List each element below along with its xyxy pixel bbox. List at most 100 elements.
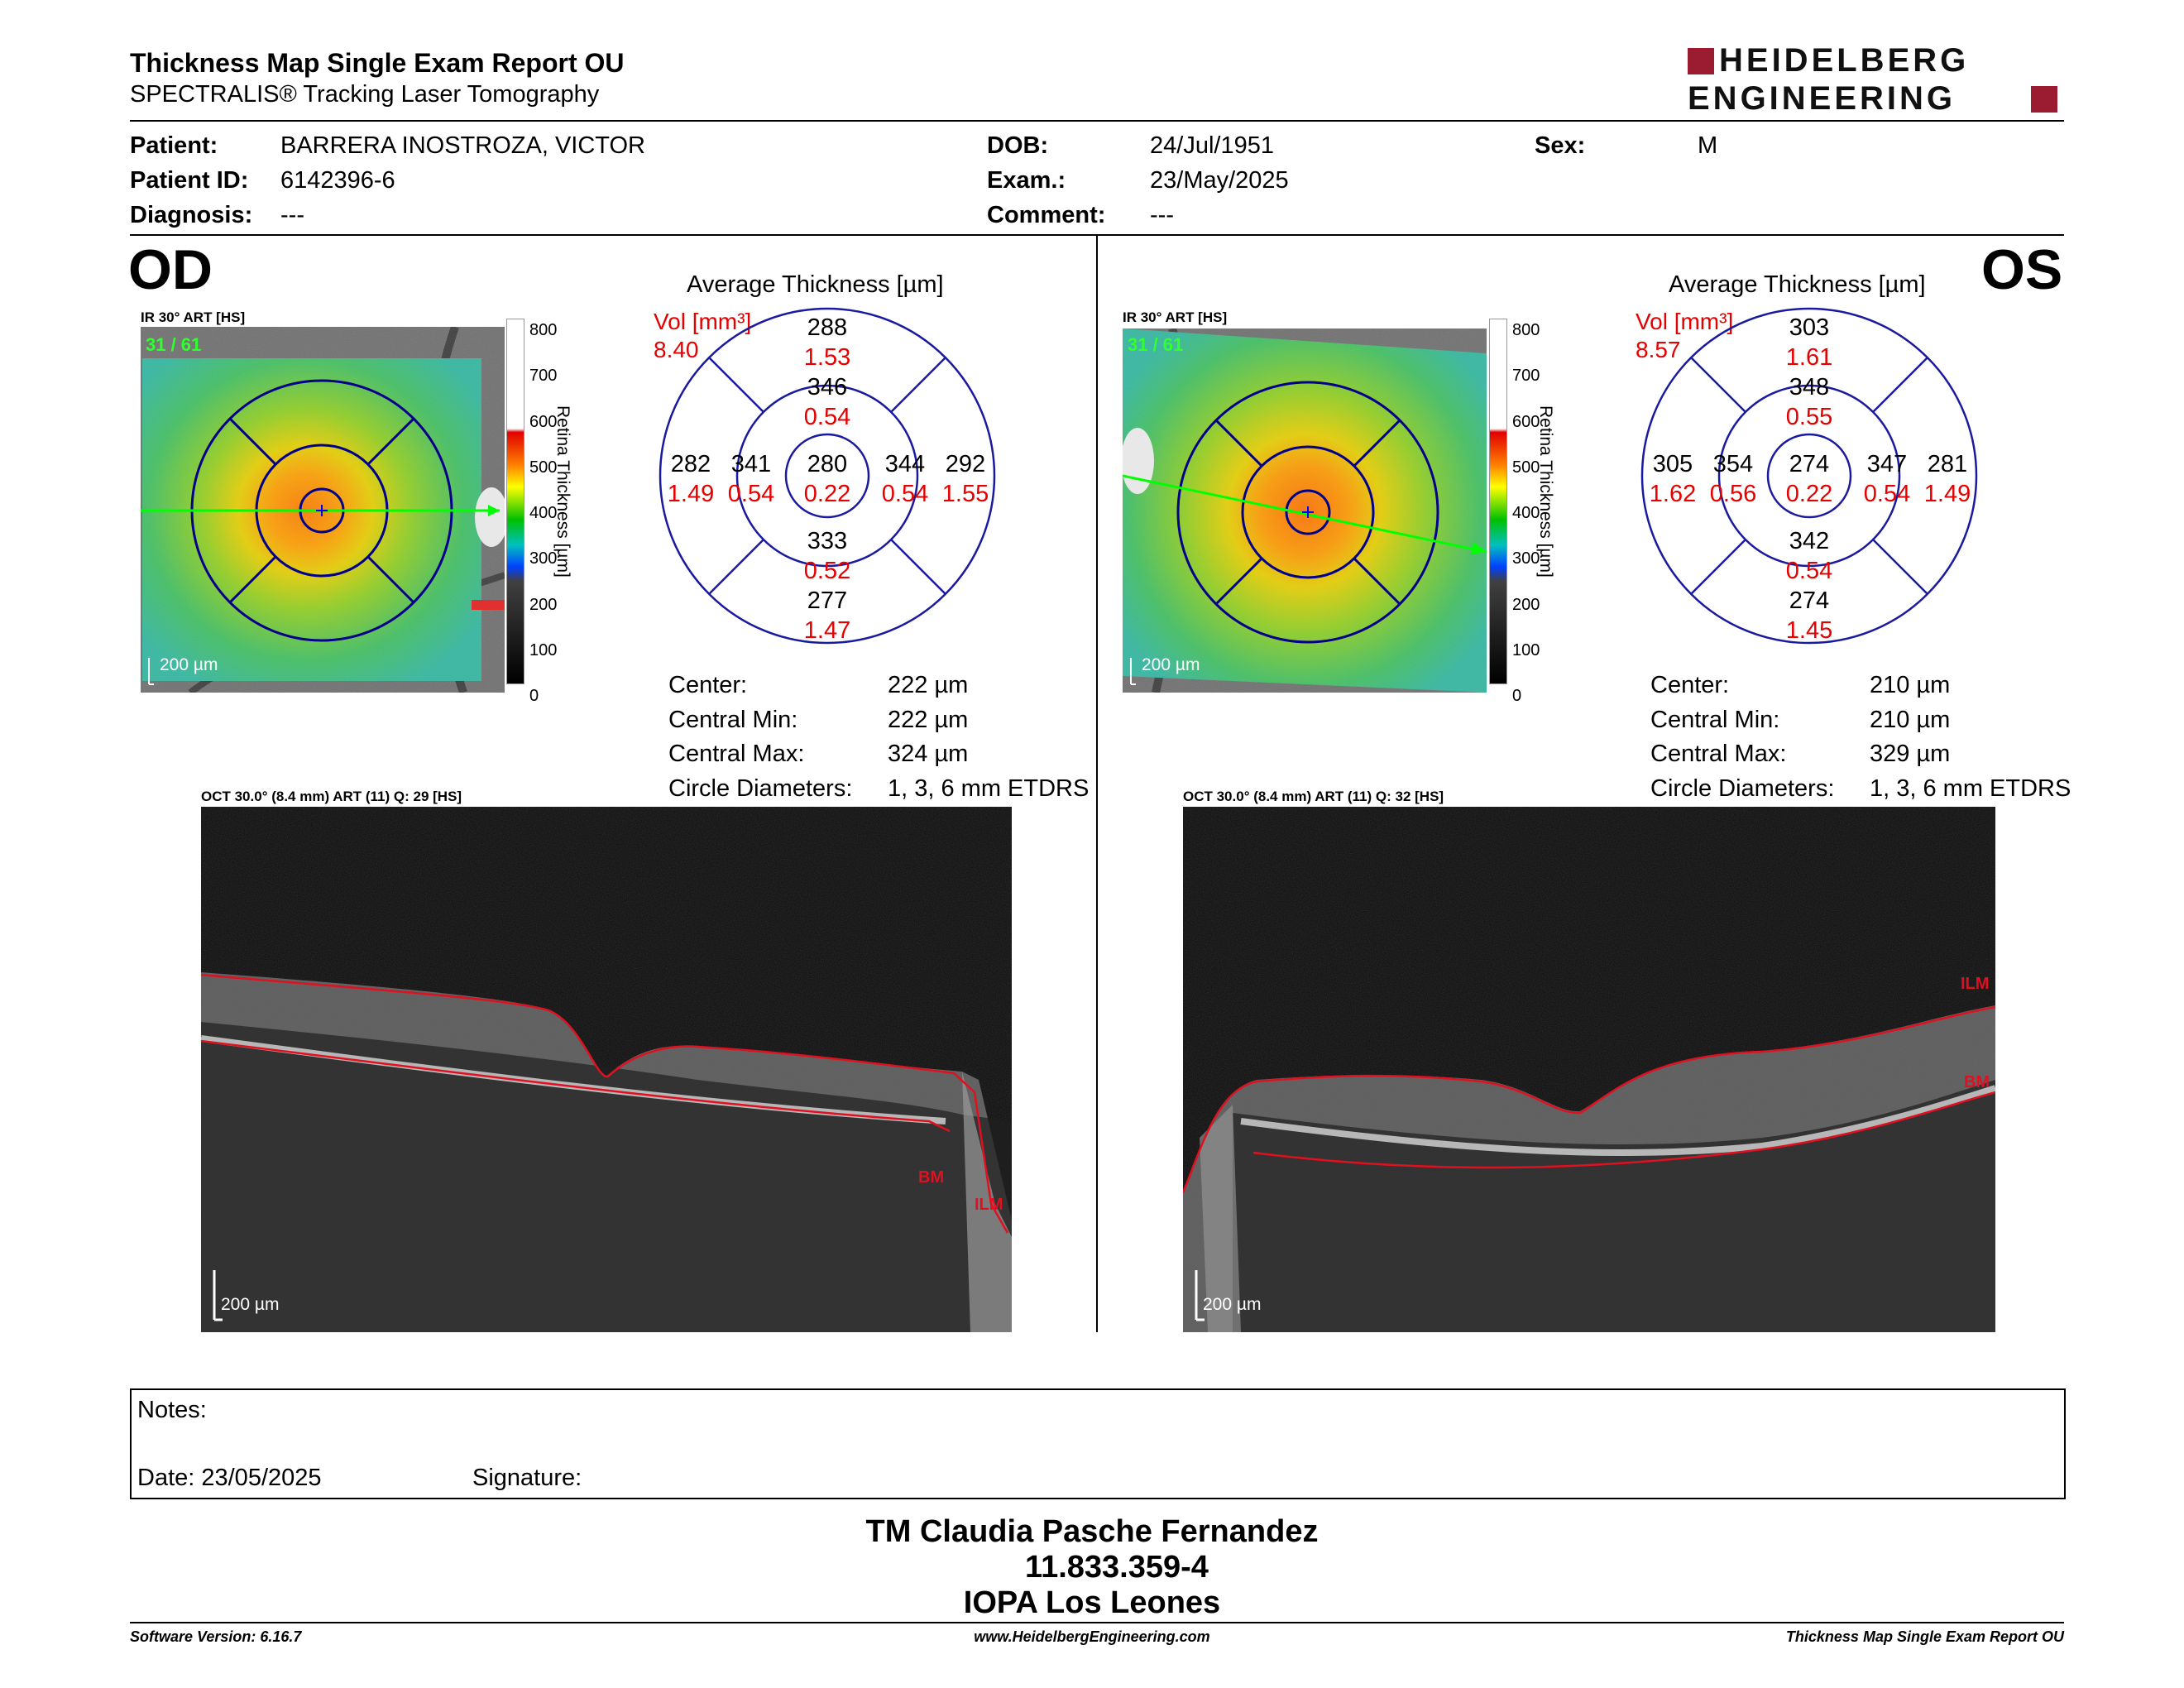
os-center-value: 210 µm xyxy=(1870,672,1951,698)
od-frame-label: 31 / 61 xyxy=(146,334,202,355)
os-outer-right-volume: 1.49 xyxy=(1923,481,1971,507)
os-colorbar-tick: 700 xyxy=(1512,367,1540,386)
os-colorbar-tick: 0 xyxy=(1512,687,1522,706)
od-colorbar-tick: 500 xyxy=(529,458,558,477)
od-colorbar-tick: 700 xyxy=(529,367,558,386)
od-inner-left-thickness: 341 xyxy=(730,451,772,477)
od-colorbar-tick: 100 xyxy=(529,641,558,660)
os-stats: Center: 210 µm Central Min: 210 µm Central… xyxy=(1650,669,2071,806)
os-map-scale: 200 µm xyxy=(1142,655,1200,674)
os-inner-left-thickness: 354 xyxy=(1712,451,1754,477)
footer-url[interactable]: www.HeidelbergEngineering.com xyxy=(974,1628,1210,1645)
od-diam-label: Circle Diameters: xyxy=(668,774,853,802)
os-colorbar-tick: 100 xyxy=(1512,641,1540,660)
os-inner-right-volume: 0.54 xyxy=(1863,481,1911,507)
os-inner-sup-thickness: 348 xyxy=(1789,374,1830,400)
od-oct-scale: 200 µm xyxy=(221,1295,280,1314)
report-subtitle: SPECTRALIS® Tracking Laser Tomography xyxy=(130,81,600,108)
os-vol-label: Vol [mm³] xyxy=(1636,309,1734,334)
os-center-volume: 0.22 xyxy=(1785,481,1833,507)
os-colorbar xyxy=(1489,319,1507,684)
od-vol-value: 8.40 xyxy=(654,337,699,362)
od-oct-bscan xyxy=(200,807,1012,1332)
od-min-label: Central Min: xyxy=(668,706,798,733)
od-bm-label: BM xyxy=(918,1168,945,1187)
od-outer-right-volume: 1.55 xyxy=(941,481,989,507)
od-colorbar-tick: 400 xyxy=(529,504,558,523)
od-colorbar-tick: 200 xyxy=(529,595,558,614)
os-etdrs-chart xyxy=(1640,306,1979,645)
os-diam-value: 1, 3, 6 mm ETDRS xyxy=(1870,774,2071,802)
patient-label: Patient: xyxy=(130,132,218,159)
os-vol-value: 8.57 xyxy=(1636,337,1681,362)
os-center-label: Center: xyxy=(1650,672,1730,698)
os-outer-sup-thickness: 303 xyxy=(1789,314,1830,341)
od-outer-inf-volume: 1.47 xyxy=(803,617,851,644)
os-eye-label: OS xyxy=(1981,238,2063,301)
dob-value: 24/Jul/1951 xyxy=(1150,132,1274,159)
od-outer-left: 282 1.49 xyxy=(658,449,724,509)
exam-label: Exam.: xyxy=(987,167,1066,194)
od-inner-right-thickness: 344 xyxy=(884,451,926,477)
od-colorbar-tick: 600 xyxy=(529,412,558,431)
os-colorbar-ticks: 800 700 600 500 400 300 200 100 0 xyxy=(1512,308,1540,720)
notes-box[interactable]: Notes: Date: 23/05/2025 Signature: xyxy=(130,1388,2066,1499)
os-colorbar-tick: 800 xyxy=(1512,321,1540,339)
sex-info: Sex: M xyxy=(1535,128,1717,163)
os-etdrs-grid-overlay xyxy=(1176,381,1439,644)
exam-value: 23/May/2025 xyxy=(1150,167,1289,194)
od-colorbar-tick: 0 xyxy=(529,687,539,706)
logo-text-line2: ENGINEERING xyxy=(1688,80,1956,117)
os-center: 274 0.22 xyxy=(1776,449,1842,509)
os-inner-inf: 342 0.54 xyxy=(1776,526,1842,586)
sex-value: M xyxy=(1698,132,1718,159)
os-outer-left-thickness: 305 xyxy=(1652,451,1693,477)
od-outer-sup: 288 1.53 xyxy=(794,313,860,372)
od-inner-inf: 333 0.52 xyxy=(794,526,860,586)
od-center-volume: 0.22 xyxy=(803,481,851,507)
os-vol-block: Vol [mm³] 8.57 xyxy=(1636,308,1733,364)
os-diam-label: Circle Diameters: xyxy=(1650,774,1835,802)
os-outer-inf-thickness: 274 xyxy=(1789,587,1830,614)
od-diam-value: 1, 3, 6 mm ETDRS xyxy=(888,774,1090,802)
od-outer-inf-thickness: 277 xyxy=(807,587,848,614)
os-inner-left-volume: 0.56 xyxy=(1709,481,1757,507)
os-outer-left: 305 1.62 xyxy=(1640,449,1706,509)
os-frame-label: 31 / 61 xyxy=(1128,334,1184,355)
od-eye-label: OD xyxy=(128,238,213,301)
od-center: 280 0.22 xyxy=(794,449,860,509)
os-outer-left-volume: 1.62 xyxy=(1649,481,1697,507)
od-inner-right: 344 0.54 xyxy=(872,449,938,509)
sex-label: Sex: xyxy=(1535,132,1586,159)
header-divider xyxy=(130,120,2064,122)
patient-id: 6142396-6 xyxy=(280,167,395,194)
od-inner-sup: 346 0.54 xyxy=(794,372,860,432)
os-colorbar-tick: 600 xyxy=(1512,412,1540,431)
signer-name: TM Claudia Pasche Fernandez xyxy=(865,1514,1319,1549)
footer-version: Software Version: 6.16.7 xyxy=(130,1628,302,1645)
report-title: Thickness Map Single Exam Report OU xyxy=(130,48,625,78)
os-inner-inf-volume: 0.54 xyxy=(1785,558,1833,584)
notes-date: Date: 23/05/2025 xyxy=(137,1465,322,1491)
od-oct-label: OCT 30.0° (8.4 mm) ART (11) Q: 29 [HS] xyxy=(201,789,462,804)
os-colorbar-tick: 300 xyxy=(1512,549,1540,568)
od-map-scale: 200 µm xyxy=(160,655,218,674)
info-divider xyxy=(130,234,2064,236)
od-ir-label: IR 30° ART [HS] xyxy=(141,309,246,325)
od-etdrs-chart xyxy=(658,306,997,645)
os-thickness-map xyxy=(1121,327,1487,694)
signer-id: 11.833.359-4 xyxy=(1025,1550,1209,1585)
os-avg-title: Average Thickness [µm] xyxy=(1669,271,1926,298)
os-inner-inf-thickness: 342 xyxy=(1789,528,1830,554)
os-colorbar-tick: 200 xyxy=(1512,595,1540,614)
os-center-thickness: 274 xyxy=(1789,451,1830,477)
od-center-thickness: 280 xyxy=(807,451,848,477)
os-inner-sup: 348 0.55 xyxy=(1776,372,1842,432)
dob-label: DOB: xyxy=(987,132,1049,159)
od-colorbar-ticks: 800 700 600 500 400 300 200 100 0 xyxy=(529,308,557,720)
logo-square-bottom xyxy=(2031,86,2057,113)
patient-id-label: Patient ID: xyxy=(130,167,249,194)
os-colorbar-tick: 500 xyxy=(1512,458,1540,477)
os-oct-label: OCT 30.0° (8.4 mm) ART (11) Q: 32 [HS] xyxy=(1183,789,1444,804)
os-bm-label: BM xyxy=(1964,1073,1990,1091)
